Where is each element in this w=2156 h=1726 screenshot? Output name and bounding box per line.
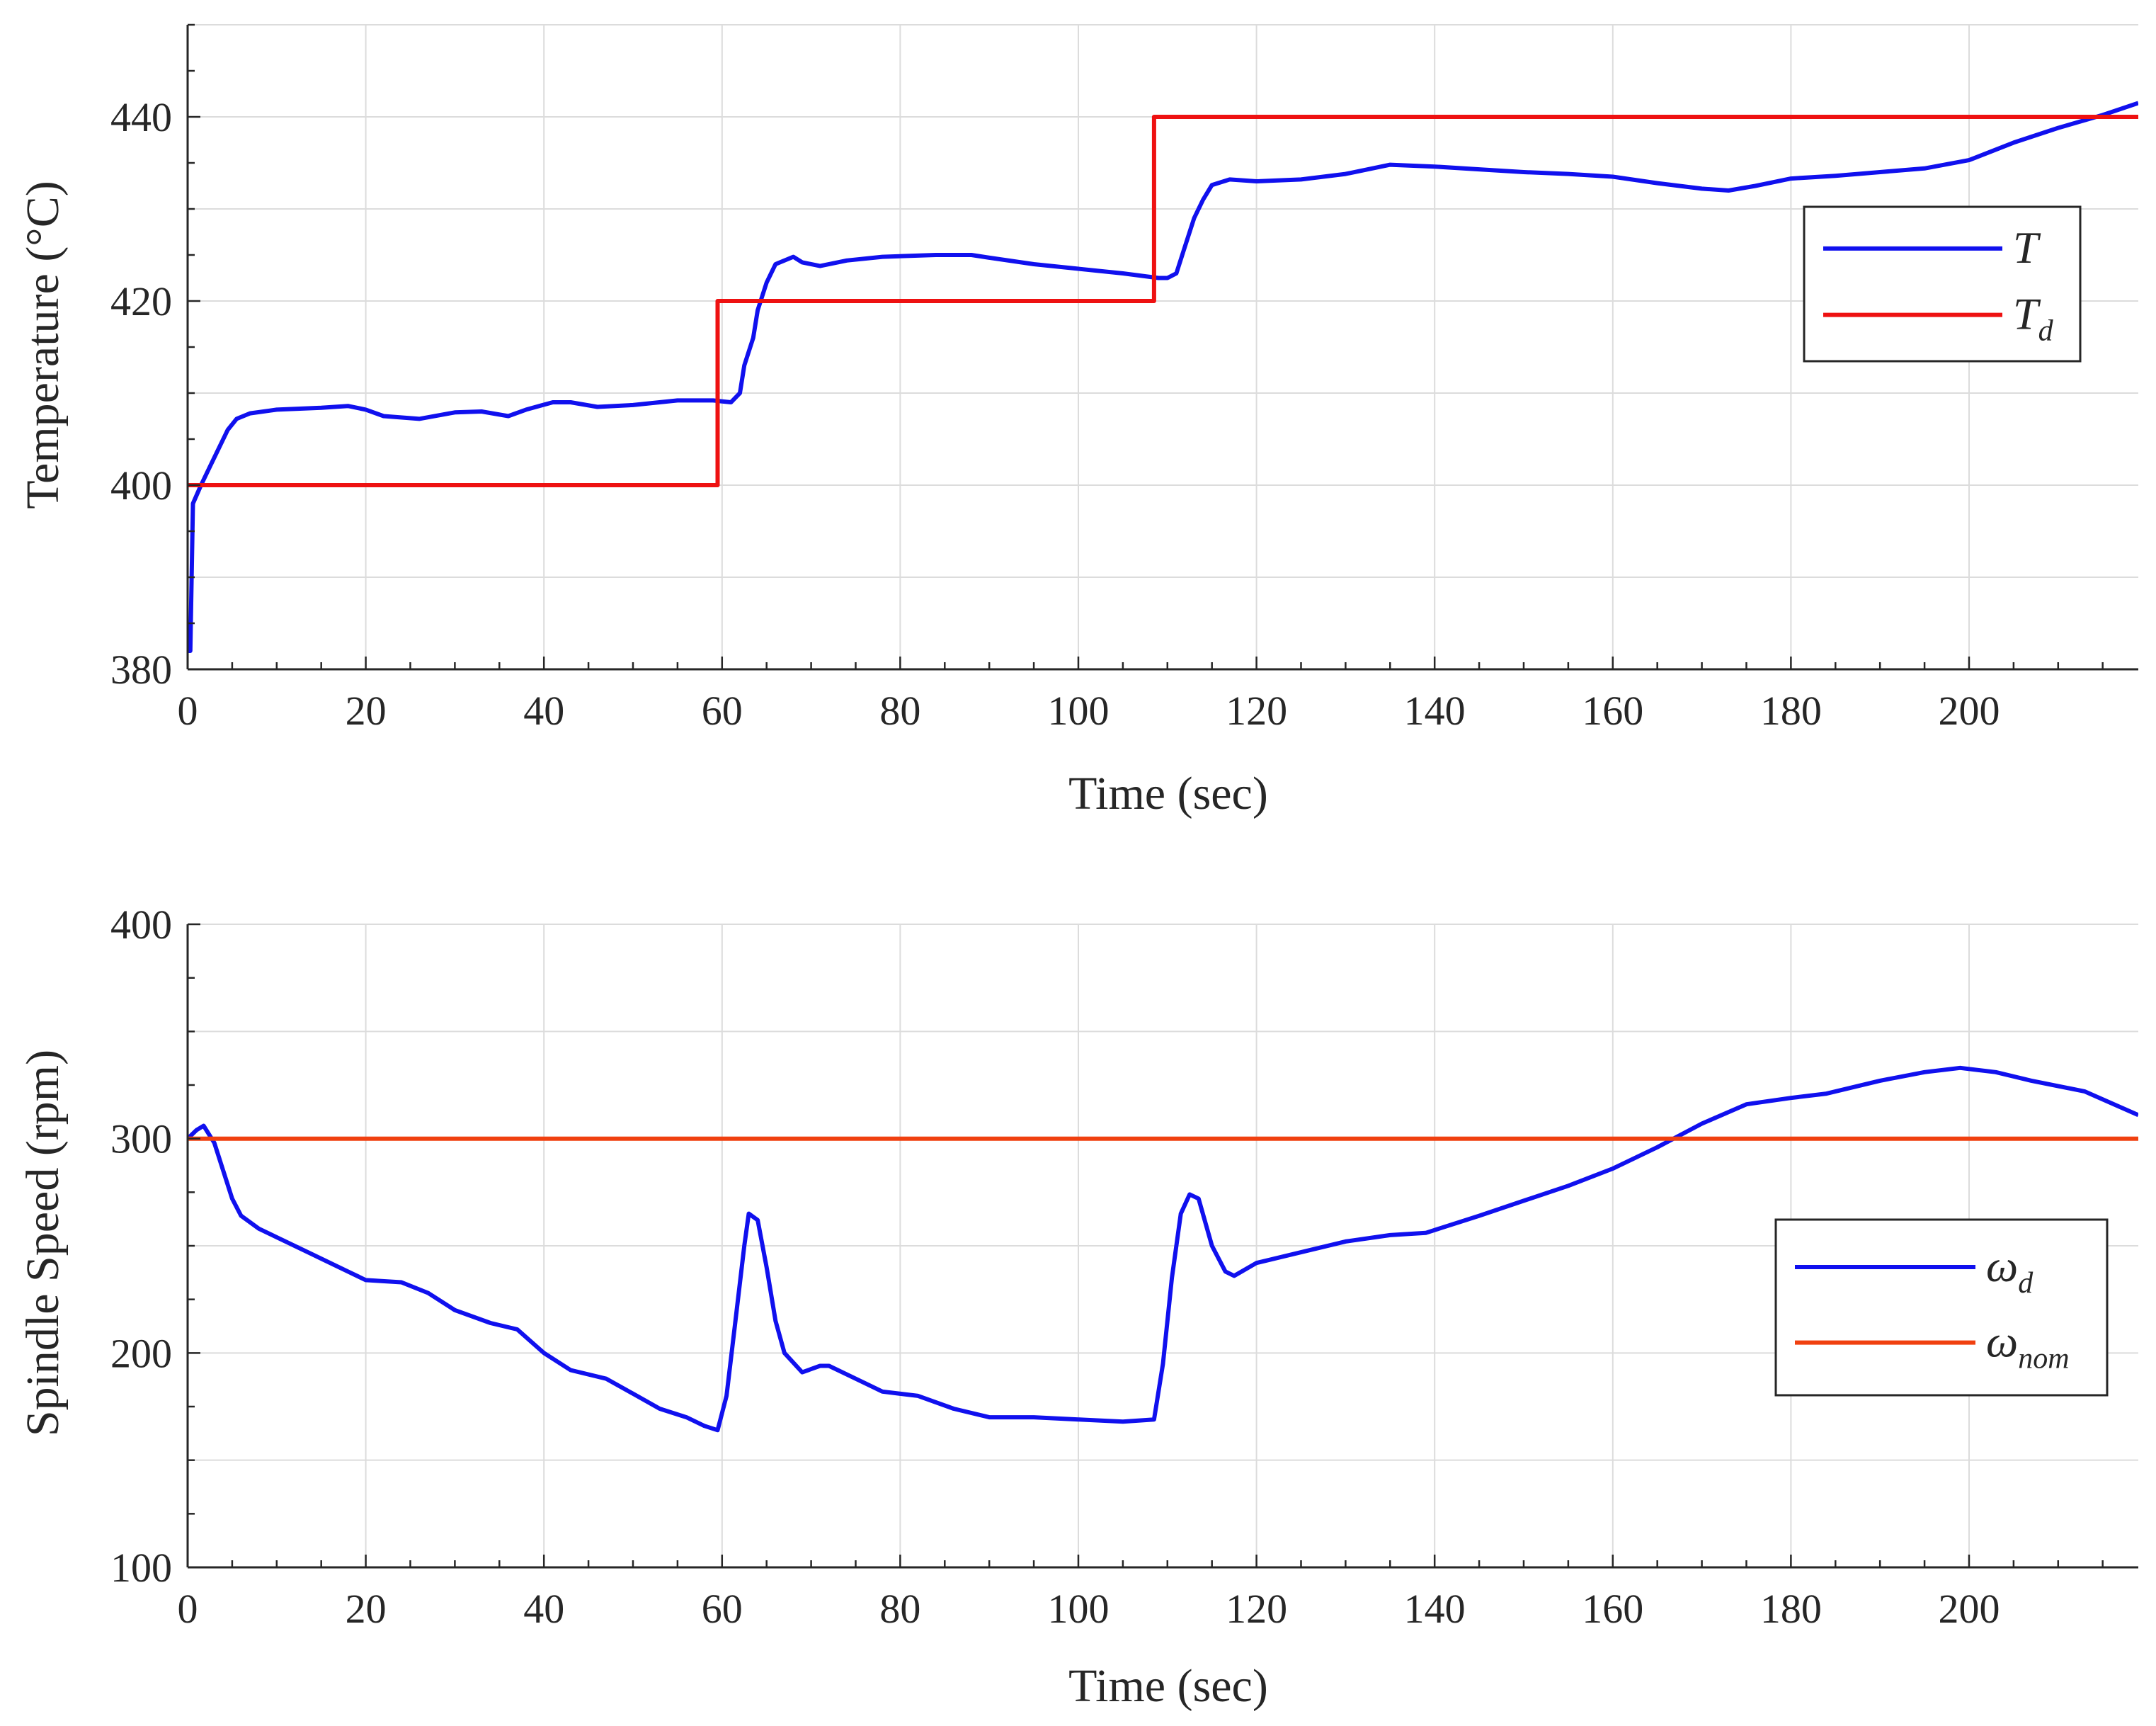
spindle-speed-x-tick-label: 80	[879, 1586, 920, 1632]
spindle-speed-legend: ωd ωnom	[1774, 1218, 2109, 1397]
spindle-speed-x-axis-label: Time (sec)	[1068, 1660, 1268, 1712]
temperature-x-tick-label: 160	[1582, 688, 1643, 734]
spindle-speed-legend-box	[1774, 1218, 2109, 1397]
spindle-speed-x-tick-label: 140	[1404, 1586, 1466, 1632]
spindle-speed-x-tick-label: 40	[523, 1586, 564, 1632]
spindle-speed-legend-entry: ωd	[1986, 1241, 2034, 1300]
spindle-speed-ticks: 0 20 40 60 80 100 120 140 160 180 200 100 200 300 400	[110, 902, 2104, 1632]
temperature-x-tick-label: 100	[1047, 688, 1109, 734]
temperature-series-line-T	[188, 101, 2138, 653]
temperature-x-tick-label: 40	[523, 688, 564, 734]
temperature-y-tick-label: 400	[110, 462, 172, 509]
spindle-speed-x-tick-label: 160	[1582, 1586, 1643, 1632]
spindle-speed-series-line-d	[188, 1065, 2138, 1433]
temperature-chart: 0 20 40 60 80 100 120 140 160 180 200380400420440 …	[17, 23, 2138, 819]
temperature-y-tick-label: 440	[110, 94, 172, 140]
spindle-speed-y-tick-label: 200	[110, 1330, 172, 1376]
temperature-series	[188, 101, 2138, 653]
temperature-y-tick-label: 380	[110, 647, 172, 693]
spindle-speed-series	[188, 1065, 2138, 1433]
temperature-x-tick-label: 60	[702, 688, 743, 734]
temperature-x-tick-label: 140	[1404, 688, 1466, 734]
spindle-speed-x-tick-label: 200	[1938, 1586, 2000, 1632]
temperature-x-tick-label: 80	[879, 688, 920, 734]
temperature-x-axis-label: Time (sec)	[1068, 768, 1268, 819]
temperature-x-tick-label: 180	[1760, 688, 1822, 734]
spindle-speed-x-tick-label: 100	[1047, 1586, 1109, 1632]
temperature-legend-entry: Td	[2013, 289, 2054, 348]
spindle-speed-y-tick-label: 100	[110, 1545, 172, 1591]
spindle-speed-x-tick-label: 120	[1226, 1586, 1287, 1632]
temperature-legend-entry: T	[2013, 222, 2041, 273]
spindle-speed-y-axis-label: Spindle Speed (rpm)	[17, 1050, 69, 1436]
spindle-speed-x-tick-label: 60	[702, 1586, 743, 1632]
temperature-y-axis-label: Temperature (°C)	[17, 181, 69, 509]
spindle-speed-y-tick-label: 400	[110, 902, 172, 948]
temperature-legend-box	[1803, 205, 2082, 363]
temperature-x-tick-label: 200	[1938, 688, 2000, 734]
temperature-x-tick-label: 0	[178, 688, 198, 734]
spindle-speed-x-tick-label: 20	[346, 1586, 387, 1632]
temperature-y-tick-label: 420	[110, 278, 172, 324]
temperature-x-tick-label: 20	[346, 688, 387, 734]
spindle-speed-x-tick-label: 0	[178, 1586, 198, 1632]
temperature-legend: T Td	[1803, 205, 2082, 363]
temperature-x-tick-label: 120	[1226, 688, 1287, 734]
temperature-series-line-d	[188, 115, 2138, 487]
spindle-speed-legend-entry: ωnom	[1986, 1317, 2070, 1375]
spindle-speed-x-tick-label: 180	[1760, 1586, 1822, 1632]
temperature-ticks: 0 20 40 60 80 100 120 140 160 180 200 380 400 420 440	[110, 23, 2104, 734]
spindle-speed-chart: 0 20 40 60 80 100 120 140 160 180 200100200300400 …	[17, 902, 2138, 1712]
spindle-speed-y-tick-label: 300	[110, 1116, 172, 1162]
